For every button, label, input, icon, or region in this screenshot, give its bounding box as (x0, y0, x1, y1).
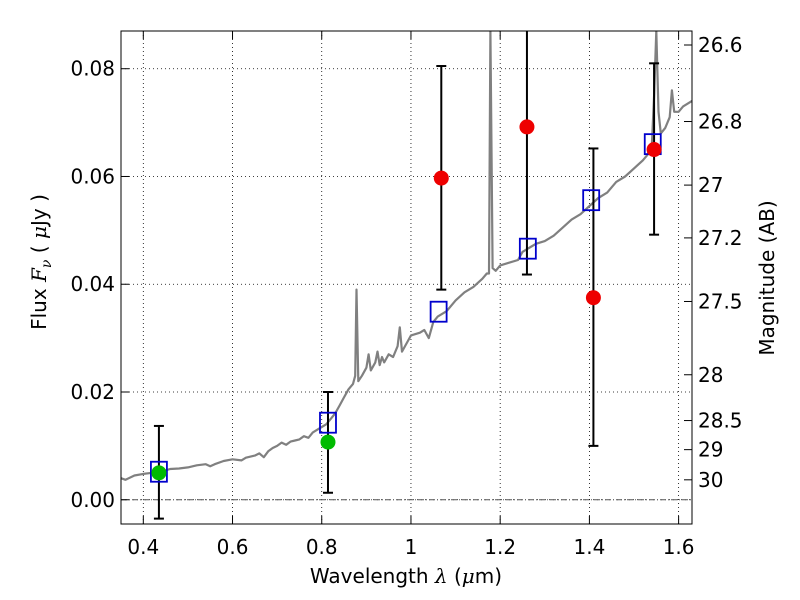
y2-axis-label: Magnitude (AB) (755, 200, 779, 355)
plot-frame (120, 30, 693, 525)
x-tick-label: 1.4 (573, 535, 605, 559)
x-tick-label: 1 (405, 535, 418, 559)
y-axis-label: Flux Fν ( μJy ) (27, 194, 55, 330)
y-tick-label: 0.00 (70, 488, 115, 512)
detection-marker (320, 434, 336, 450)
detection-marker (151, 465, 167, 481)
y-tick-label: 0.08 (70, 57, 115, 81)
y2-tick-label: 28.5 (698, 409, 743, 433)
low-significance-marker (519, 119, 535, 135)
y-tick-label: 0.04 (70, 272, 115, 296)
marker-layer (150, 119, 662, 483)
x-tick-label: 1.6 (663, 535, 695, 559)
model-spectrum-line (121, 31, 692, 481)
low-significance-marker (646, 142, 662, 158)
model-photometry-square (429, 300, 448, 323)
y-tick-label: 0.06 (70, 164, 115, 188)
y2-tick-label: 27.2 (698, 226, 743, 250)
model-photometry-square (150, 460, 168, 483)
y2-tick-label: 26.8 (698, 110, 743, 134)
model-photometry-square (518, 237, 537, 260)
x-tick-label: 1.2 (484, 535, 516, 559)
y-tick-label: 0.02 (70, 380, 115, 404)
x-tick-label: 0.8 (306, 535, 338, 559)
tick-layer (121, 31, 692, 524)
low-significance-marker (585, 290, 601, 306)
y2-tick-label: 27 (698, 173, 723, 197)
y2-tick-label: 27.5 (698, 289, 743, 313)
model-spectrum-layer (121, 31, 692, 481)
model-photometry-square (582, 189, 601, 212)
tick-label-layer: 0.4 0.6 0.8 1 1.2 1.4 1.6 0.00 0.02 0.04 0.06 0.08 2… (70, 33, 742, 559)
x-tick-label: 0.6 (217, 535, 249, 559)
y2-tick-label: 30 (698, 468, 723, 492)
y2-tick-label: 28 (698, 363, 723, 387)
low-significance-marker (433, 170, 449, 186)
model-photometry-square (319, 411, 337, 434)
x-axis-label: Wavelength λ (μm) (310, 564, 502, 588)
y2-tick-label: 29 (698, 438, 723, 462)
y2-tick-label: 26.6 (698, 33, 743, 57)
x-tick-label: 0.4 (127, 535, 159, 559)
